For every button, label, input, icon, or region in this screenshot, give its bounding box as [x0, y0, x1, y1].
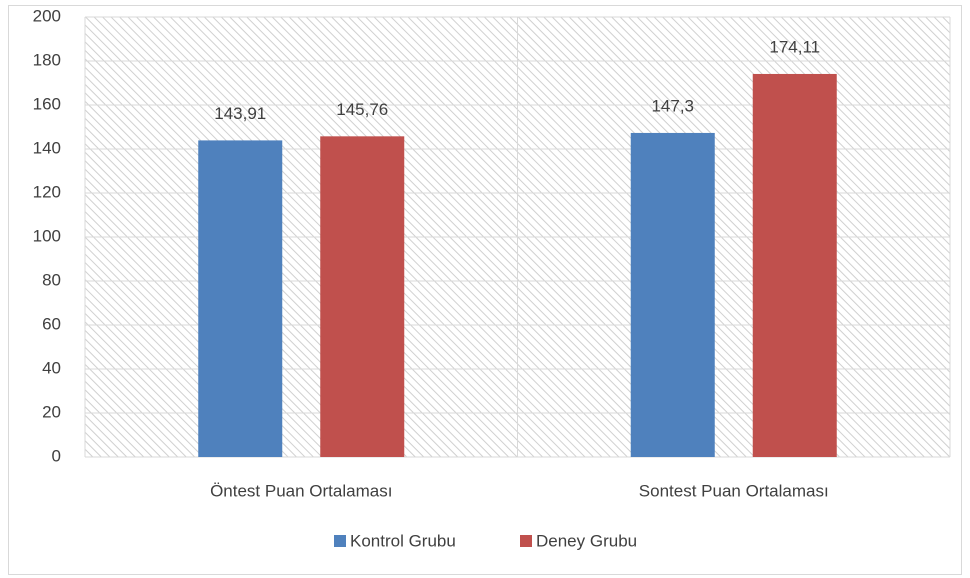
y-tick-label: 200: [33, 6, 61, 25]
y-tick-label: 100: [33, 226, 61, 245]
data-label: 143,91: [214, 104, 266, 123]
y-tick-label: 80: [42, 270, 61, 289]
y-tick-label: 180: [33, 50, 61, 69]
bar: [752, 73, 837, 457]
data-label: 174,11: [769, 37, 820, 56]
y-tick-label: 60: [42, 314, 61, 333]
legend-swatch: [520, 535, 532, 547]
legend-swatch: [334, 535, 346, 547]
x-tick-label: Sontest Puan Ortalaması: [639, 481, 829, 500]
y-tick-label: 140: [33, 138, 61, 157]
data-label: 145,76: [336, 100, 388, 119]
y-tick-label: 120: [33, 182, 61, 201]
data-label: 147,3: [651, 96, 694, 115]
bar: [320, 136, 405, 457]
x-tick-label: Öntest Puan Ortalaması: [210, 481, 392, 500]
y-tick-label: 0: [52, 446, 61, 465]
legend-label: Deney Grubu: [536, 531, 637, 550]
bar: [198, 140, 283, 457]
legend-label: Kontrol Grubu: [350, 531, 456, 550]
y-tick-label: 20: [42, 402, 61, 421]
y-tick-label: 40: [42, 358, 61, 377]
y-tick-label: 160: [33, 94, 61, 113]
bar: [630, 132, 715, 457]
